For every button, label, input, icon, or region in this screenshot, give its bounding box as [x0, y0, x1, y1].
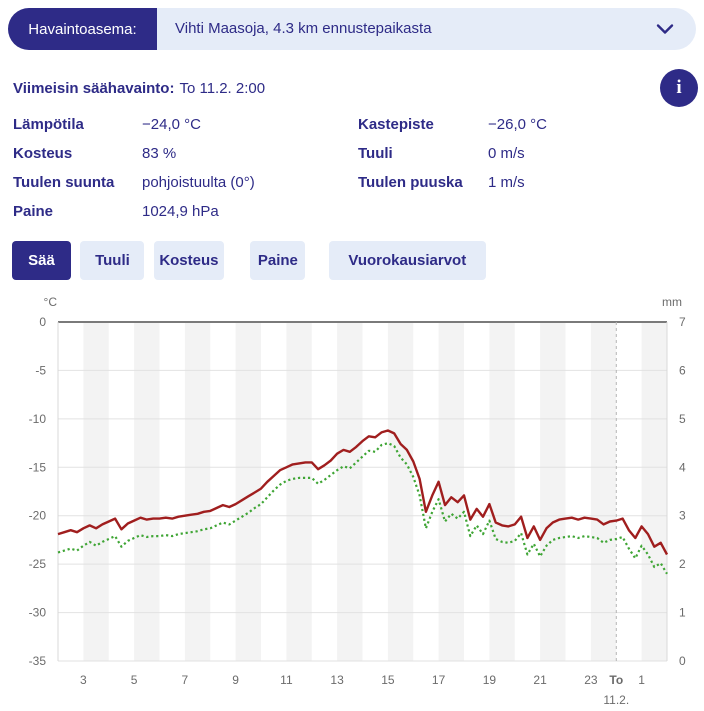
y-axis-label-left: -10 — [29, 412, 47, 426]
hour-stripe — [438, 322, 464, 661]
hour-stripe — [387, 322, 414, 661]
hour-stripe — [590, 322, 617, 661]
x-axis-label: 15 — [381, 673, 395, 687]
x-axis-label: 23 — [584, 673, 598, 687]
obs-label-wind-direction: Tuulen suunta — [13, 174, 115, 191]
obs-label-wind-gust: Tuulen puuska — [358, 174, 463, 191]
x-axis-label: 7 — [182, 673, 189, 687]
latest-observation: Viimeisin säähavainto: To 11.2. 2:00 — [13, 80, 265, 97]
y-axis-label-right: 4 — [679, 460, 686, 474]
latest-observation-time: To 11.2. 2:00 — [179, 80, 266, 97]
obs-value-wind: 0 m/s — [488, 145, 525, 162]
obs-label-humidity: Kosteus — [13, 145, 73, 162]
obs-value-dew-point: −26,0 °C — [488, 116, 547, 133]
station-selector[interactable]: Havaintoasema: Vihti Maasoja, 4.3 km enn… — [8, 8, 696, 50]
info-icon: i — [676, 77, 682, 98]
y-axis-label-right: 3 — [679, 509, 686, 523]
y-axis-label-left: -15 — [29, 460, 47, 474]
x-axis-label: 13 — [330, 673, 344, 687]
y-axis-label-right: 5 — [679, 412, 686, 426]
obs-label-temperature: Lämpötila — [13, 116, 84, 133]
temperature-line — [57, 429, 669, 556]
x-axis-label: 21 — [533, 673, 547, 687]
x-axis-label: 9 — [232, 673, 239, 687]
y-axis-label-left: -20 — [29, 509, 47, 523]
hour-stripe — [540, 322, 566, 661]
y-axis-label-right: 6 — [679, 363, 686, 377]
hour-stripe — [337, 322, 363, 661]
x-axis-label: 11 — [280, 673, 293, 687]
hour-stripe — [134, 322, 160, 661]
tab-paine[interactable]: Paine — [250, 241, 306, 280]
x-axis-label: 5 — [131, 673, 138, 687]
axis-unit-mm: mm — [662, 295, 682, 309]
x-axis-sublabel: 11.2. — [603, 693, 629, 707]
tab-vuorokausiarvot[interactable]: Vuorokausiarvot — [328, 241, 486, 280]
x-axis-label: To — [609, 673, 623, 687]
observation-table: Lämpötila −24,0 °C Kastepiste −26,0 °C K… — [13, 110, 693, 226]
y-axis-label-right: 0 — [679, 654, 686, 668]
y-axis-label-left: -30 — [29, 606, 47, 620]
station-selector-value: Vihti Maasoja, 4.3 km ennustepaikasta — [175, 20, 432, 37]
y-axis-label-left: -5 — [35, 363, 46, 377]
hour-stripe — [641, 322, 667, 661]
obs-label-wind: Tuuli — [358, 145, 393, 162]
latest-observation-label: Viimeisin säähavainto: — [13, 80, 175, 97]
y-axis-label-right: 1 — [679, 606, 686, 620]
axis-unit-celsius: °C — [44, 295, 58, 309]
info-button[interactable]: i — [660, 69, 698, 107]
y-axis-label-right: 2 — [679, 557, 686, 571]
obs-value-wind-gust: 1 m/s — [488, 174, 525, 191]
hour-stripe — [184, 322, 211, 661]
tab-tuuli[interactable]: Tuuli — [80, 241, 145, 280]
y-axis-label-left: -35 — [29, 654, 47, 668]
hour-stripe — [83, 322, 109, 661]
tab-saa[interactable]: Sää — [12, 241, 71, 280]
chevron-down-icon[interactable] — [656, 21, 674, 37]
x-axis-label: 1 — [638, 673, 645, 687]
station-selector-label: Havaintoasema: — [8, 8, 157, 50]
obs-label-dew-point: Kastepiste — [358, 116, 434, 133]
obs-value-wind-direction: pohjoistuulta (0°) — [142, 174, 255, 191]
chart-tabs: Sää Tuuli Kosteus Paine Vuorokausiarvot — [12, 241, 486, 280]
tab-kosteus[interactable]: Kosteus — [153, 241, 224, 280]
hour-stripe — [489, 322, 515, 661]
y-axis-label-left: 0 — [39, 315, 46, 329]
y-axis-label-right: 7 — [679, 315, 686, 329]
obs-value-humidity: 83 % — [142, 145, 177, 162]
x-axis-label: 3 — [80, 673, 87, 687]
obs-label-pressure: Paine — [13, 203, 54, 220]
hour-stripe — [286, 322, 312, 661]
x-axis-label: 17 — [432, 673, 446, 687]
obs-value-pressure: 1024,9 hPa — [142, 203, 219, 220]
obs-value-temperature: −24,0 °C — [142, 116, 201, 133]
y-axis-label-left: -25 — [29, 557, 47, 571]
x-axis-label: 19 — [483, 673, 497, 687]
